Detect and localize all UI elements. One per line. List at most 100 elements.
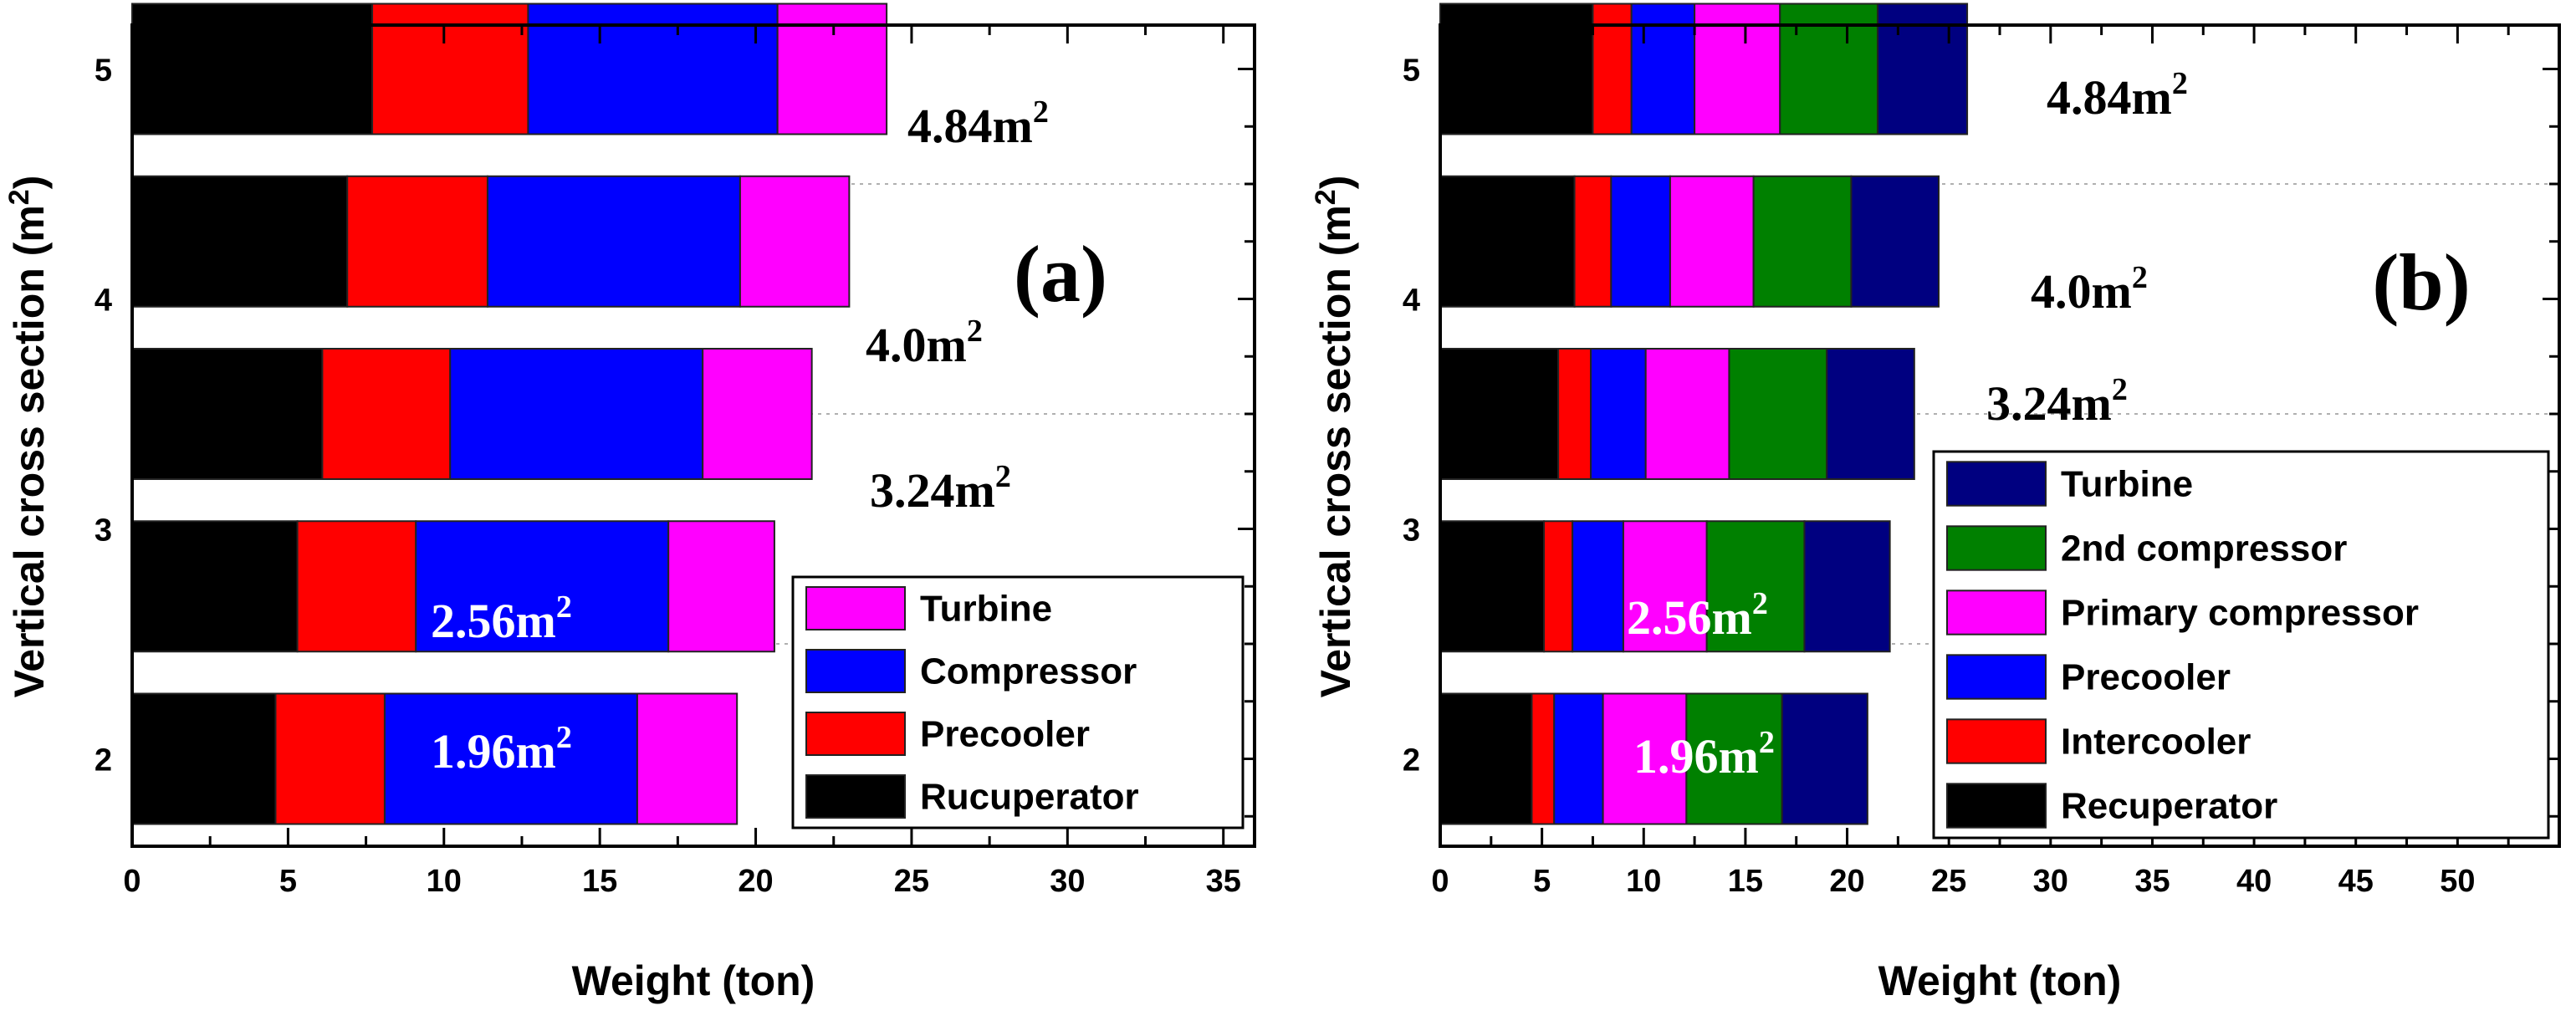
bar-segment-2nd-compressor: [1779, 3, 1879, 135]
x-tick-label: 20: [738, 864, 773, 899]
panel-a: 0 5 10 15 20 25 30 35 2 3 4 5 Weight (ton) Vertical c…: [3, 3, 1256, 1004]
panel-label: (a): [1014, 229, 1107, 319]
x-tick-label: 15: [1728, 864, 1763, 899]
x-tick-label: 45: [2338, 864, 2374, 899]
legend-swatch: [1946, 654, 2047, 700]
bar-segment-compressor: [383, 692, 638, 825]
bar-segment-intercooler: [1592, 3, 1633, 135]
legend-label: Turbine: [2061, 464, 2193, 505]
y-axis-title: Vertical cross section (m2): [1310, 176, 1359, 698]
legend-swatch: [1946, 590, 2047, 636]
bar-segment-2nd-compressor: [1705, 520, 1806, 653]
legend-swatch: [805, 712, 906, 756]
bar-segment-recuperator: [1439, 348, 1560, 480]
x-tick-label: 50: [2440, 864, 2475, 899]
y-tick-label: 2: [1403, 743, 1420, 778]
legend-swatch: [1946, 461, 2047, 507]
legend-swatch: [1946, 783, 2047, 829]
x-tick-label: 5: [1533, 864, 1551, 899]
bar-segment-compressor: [415, 520, 670, 653]
y-axis-title: Vertical cross section (m2): [3, 176, 53, 698]
bar-segment-turbine: [1803, 520, 1891, 653]
bar-segment-primary-compressor: [1602, 692, 1688, 825]
bar-segment-turbine: [667, 520, 775, 653]
bar-segment-precooler: [274, 692, 386, 825]
area-annotation: 4.84m2: [2047, 66, 2188, 125]
area-annotation: 4.0m2: [866, 314, 983, 372]
legend-label: Precooler: [920, 714, 1090, 755]
bar-segment-recuperator: [1439, 3, 1594, 135]
legend-swatch: [805, 586, 906, 630]
legend-swatch: [1946, 525, 2047, 571]
y-tick-label: 3: [95, 513, 112, 549]
bar-segment-precooler: [346, 175, 488, 308]
x-axis-title: Weight (ton): [1878, 957, 2122, 1004]
x-tick-label: 0: [123, 864, 141, 899]
x-tick-label: 15: [582, 864, 617, 899]
y-tick-label: 3: [1403, 513, 1420, 549]
legend-swatch: [1946, 718, 2047, 764]
area-annotation: 4.84m2: [907, 94, 1049, 153]
legend-label: Compressor: [920, 651, 1137, 692]
legend-label: Turbine: [920, 589, 1052, 630]
x-tick-label: 25: [1931, 864, 1966, 899]
bar-segment-2nd-compressor: [1752, 175, 1853, 308]
bar-segment-2nd-compressor: [1728, 348, 1828, 480]
bar-segment-rucuperator: [131, 348, 324, 480]
legend-swatch: [805, 774, 906, 819]
y-tick-label: 5: [95, 54, 112, 89]
bar-segment-compressor: [486, 175, 741, 308]
x-tick-label: 10: [1626, 864, 1661, 899]
x-tick-label: 35: [1206, 864, 1241, 899]
legend-label: Rucuperator: [920, 777, 1139, 818]
area-annotation: 1.96m2: [1633, 725, 1775, 784]
bar-segment-turbine: [776, 3, 888, 135]
legend-label: Recuperator: [2061, 786, 2277, 827]
bar-segment-recuperator: [1439, 175, 1576, 308]
bar-segment-turbine: [702, 348, 813, 480]
legend-swatch: [805, 649, 906, 693]
bar-segment-turbine: [636, 692, 739, 825]
bar-segment-compressor: [449, 348, 704, 480]
bar-segment-turbine: [1826, 348, 1915, 480]
bar-segment-turbine: [1781, 692, 1868, 825]
bar-segment-rucuperator: [131, 520, 299, 653]
bar-segment-rucuperator: [131, 692, 277, 825]
bar-segment-rucuperator: [131, 175, 349, 308]
legend-label: Precooler: [2061, 657, 2231, 698]
bar-segment-primary-compressor: [1669, 175, 1755, 308]
bar-segment-primary-compressor: [1644, 348, 1730, 480]
x-tick-label: 35: [2134, 864, 2170, 899]
bar-segment-precooler: [1610, 175, 1671, 308]
bar-segment-recuperator: [1439, 520, 1546, 653]
x-tick-label: 10: [427, 864, 462, 899]
axes-frame: [130, 23, 1256, 848]
bar-segment-turbine: [1877, 3, 1969, 135]
x-tick-label: 20: [1829, 864, 1864, 899]
bar-segment-precooler: [371, 3, 529, 135]
x-axis-title: Weight (ton): [572, 957, 815, 1004]
bar-segment-precooler: [1630, 3, 1696, 135]
bar-segment-primary-compressor: [1694, 3, 1781, 135]
panel-label: (b): [2372, 237, 2470, 327]
legend-label: Intercooler: [2061, 722, 2251, 763]
x-tick-label: 25: [894, 864, 929, 899]
x-tick-label: 0: [1431, 864, 1449, 899]
area-annotation: 3.24m2: [870, 459, 1011, 518]
y-tick-label: 2: [95, 743, 112, 778]
bar-segment-rucuperator: [131, 3, 374, 135]
x-tick-label: 40: [2236, 864, 2272, 899]
bar-segment-intercooler: [1557, 348, 1592, 480]
bar-segment-intercooler: [1531, 692, 1556, 825]
legend-box: [1932, 450, 2550, 840]
area-annotation: 3.24m2: [1986, 372, 2128, 431]
x-tick-label: 30: [2033, 864, 2068, 899]
x-tick-label: 30: [1050, 864, 1085, 899]
bar-segment-turbine: [1850, 175, 1940, 308]
area-annotation: 2.56m2: [431, 590, 572, 648]
y-tick-label: 4: [95, 283, 112, 319]
bar-segment-precooler: [296, 520, 417, 653]
legend-label: 2nd compressor: [2061, 528, 2347, 569]
bar-segment-precooler: [1590, 348, 1647, 480]
